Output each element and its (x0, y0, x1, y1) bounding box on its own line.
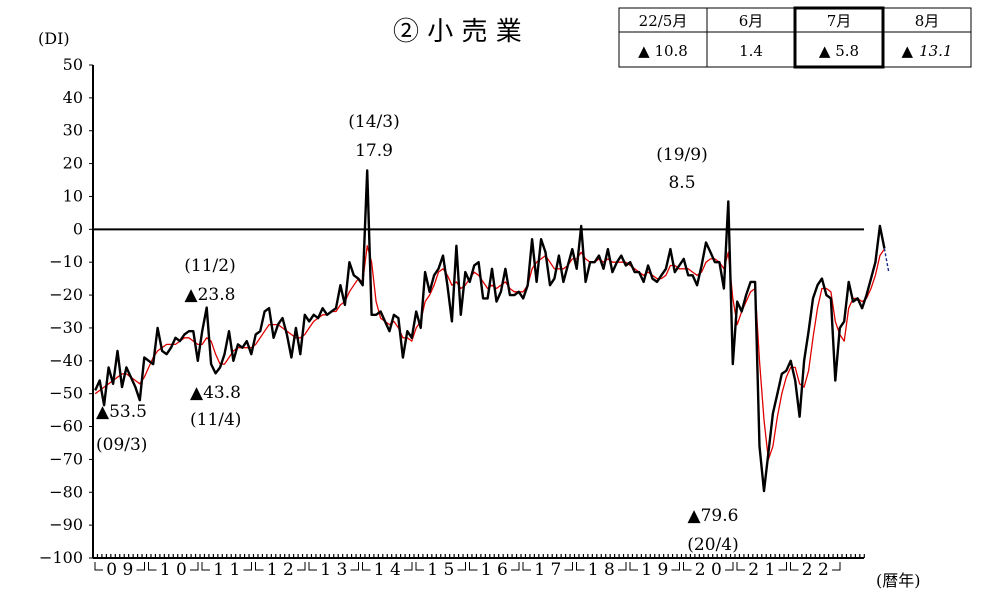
annotation-label: ▲53.5 (96, 402, 147, 422)
year-bracket-right (457, 562, 466, 571)
year-bracket-left (308, 562, 317, 571)
table-header: 7月 (827, 12, 852, 30)
x-tick-label: 1 8 (588, 560, 615, 580)
annotation-label: ▲43.8 (190, 383, 241, 403)
x-tick-label: 1 9 (641, 560, 668, 580)
annotation-label: (11/4) (190, 410, 241, 430)
table-header: 6月 (739, 12, 764, 30)
annotation-label: ▲79.6 (688, 506, 739, 526)
year-bracket-left (148, 562, 157, 571)
year-bracket-left (522, 562, 531, 571)
x-axis-label: (暦年) (876, 571, 921, 590)
year-bracket-left (415, 562, 424, 571)
year-bracket-right (671, 562, 680, 571)
y-tick-label: 50 (63, 55, 83, 74)
year-bracket-right (350, 562, 359, 571)
y-tick-label: 40 (63, 88, 83, 107)
year-bracket-right (136, 562, 145, 571)
y-tick-label: −10 (49, 252, 83, 271)
chart-title: ② 小 売 業 (393, 17, 522, 47)
summary-table: 22/5月 6月 7月 8月 ▲ 10.8 1.4 ▲ 5.8 ▲ 13.1 (618, 6, 972, 69)
x-tick-label: 2 0 (695, 560, 722, 580)
table-highlight-frame (793, 6, 885, 69)
annotation-label: (11/2) (184, 256, 235, 276)
year-bracket-left (576, 562, 585, 571)
year-bracket-right (778, 562, 787, 571)
axes: 50 40 30 20 10 0 −10 −20 −30 −40 −50 −60 −70 −80 −90 −1… (39, 55, 865, 580)
year-bracket-right (404, 562, 413, 571)
year-bracket-right (618, 562, 627, 571)
annotation-label: ▲23.8 (185, 285, 236, 305)
y-tick-label: −100 (39, 548, 83, 567)
year-bracket-right (832, 562, 841, 571)
y-tick-label: −90 (49, 515, 83, 534)
x-tick-label: 1 4 (374, 560, 401, 580)
x-tick-label: 1 0 (160, 560, 187, 580)
x-tick-label: 2 2 (802, 560, 829, 580)
table-header: 8月 (915, 12, 940, 30)
annotation-label: 8.5 (668, 173, 695, 193)
x-tick-label: 1 7 (534, 560, 561, 580)
table-value-forecast: ▲ 13.1 (902, 42, 953, 60)
year-bracket-right (243, 562, 252, 571)
year-bracket-left (683, 562, 692, 571)
table-header: 22/5月 (639, 12, 688, 30)
x-tick-label: 1 2 (267, 560, 294, 580)
table-value: 1.4 (739, 42, 763, 60)
y-tick-label: −50 (49, 384, 83, 403)
y-tick-label: −40 (49, 351, 83, 370)
x-tick-label: 1 6 (481, 560, 508, 580)
y-tick-label: 20 (63, 154, 83, 173)
x-tick-label: 1 3 (320, 560, 347, 580)
y-tick-label: −30 (49, 318, 83, 337)
series-line-forecast (883, 248, 890, 273)
year-bracket-right (297, 562, 306, 571)
x-tick-label: 0 9 (106, 560, 133, 580)
forecast-number: 13.1 (919, 42, 952, 60)
annotation-label: 17.9 (355, 141, 393, 161)
y-tick-label: −80 (49, 482, 83, 501)
x-tick-label: 1 5 (427, 560, 454, 580)
annotation-label: (20/4) (687, 535, 738, 555)
year-bracket-right (511, 562, 520, 571)
annotation-label: (09/3) (96, 435, 147, 455)
year-bracket-left (362, 562, 371, 571)
forecast-prefix: ▲ (902, 42, 914, 60)
annotations: ▲53.5 (09/3) (11/2) ▲23.8 ▲43.8 (11/4) (14/3) 1… (96, 112, 739, 555)
year-bracket-left (790, 562, 799, 571)
y-axis-label: (DI) (38, 29, 70, 48)
x-tick-label: 2 1 (748, 560, 775, 580)
year-bracket-right (190, 562, 199, 571)
year-bracket-left (201, 562, 210, 571)
table-value: ▲ 10.8 (638, 42, 688, 60)
year-bracket-left (736, 562, 745, 571)
y-tick-label: −60 (49, 417, 83, 436)
series-line-di (94, 169, 886, 493)
y-tick-label: 10 (63, 186, 83, 205)
annotation-label: (14/3) (348, 112, 399, 132)
year-bracket-left (629, 562, 638, 571)
y-tick-label: −70 (49, 449, 83, 468)
year-bracket-left (94, 562, 103, 571)
x-tick-label: 1 1 (213, 560, 240, 580)
year-bracket-left (255, 562, 264, 571)
year-bracket-right (564, 562, 573, 571)
table-value: ▲ 5.8 (819, 42, 859, 60)
y-tick-label: 30 (63, 121, 83, 140)
y-tick-label: 0 (73, 219, 83, 238)
y-tick-label: −20 (49, 285, 83, 304)
year-bracket-right (725, 562, 734, 571)
year-bracket-left (469, 562, 478, 571)
series-lines (94, 169, 890, 493)
annotation-label: (19/9) (656, 145, 707, 165)
